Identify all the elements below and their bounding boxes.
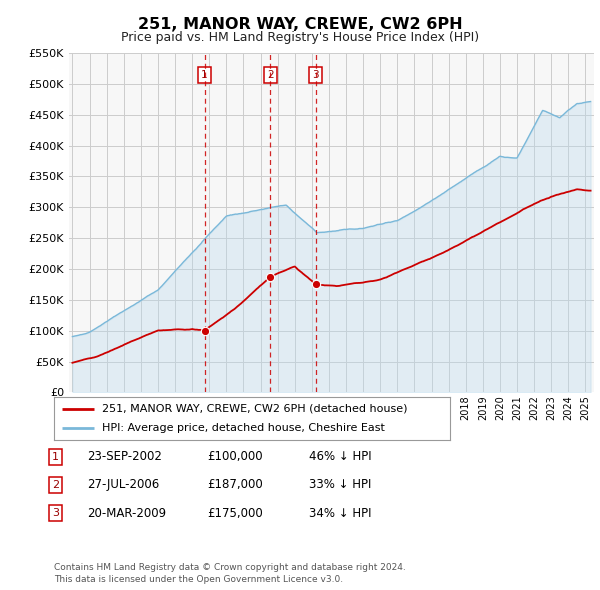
Text: 251, MANOR WAY, CREWE, CW2 6PH: 251, MANOR WAY, CREWE, CW2 6PH <box>137 17 463 32</box>
Text: 3: 3 <box>312 70 319 80</box>
Text: Contains HM Land Registry data © Crown copyright and database right 2024.: Contains HM Land Registry data © Crown c… <box>54 563 406 572</box>
Text: 3: 3 <box>52 509 59 518</box>
Text: HPI: Average price, detached house, Cheshire East: HPI: Average price, detached house, Ches… <box>101 423 385 433</box>
Text: 34% ↓ HPI: 34% ↓ HPI <box>309 507 371 520</box>
Text: £100,000: £100,000 <box>207 450 263 463</box>
Text: 23-SEP-2002: 23-SEP-2002 <box>87 450 162 463</box>
Text: 20-MAR-2009: 20-MAR-2009 <box>87 507 166 520</box>
Text: 27-JUL-2006: 27-JUL-2006 <box>87 478 159 491</box>
Text: 2: 2 <box>52 480 59 490</box>
Text: 33% ↓ HPI: 33% ↓ HPI <box>309 478 371 491</box>
Text: £187,000: £187,000 <box>207 478 263 491</box>
Text: 1: 1 <box>52 452 59 461</box>
Text: 251, MANOR WAY, CREWE, CW2 6PH (detached house): 251, MANOR WAY, CREWE, CW2 6PH (detached… <box>101 404 407 414</box>
Text: 46% ↓ HPI: 46% ↓ HPI <box>309 450 371 463</box>
Text: 1: 1 <box>201 70 208 80</box>
Text: £175,000: £175,000 <box>207 507 263 520</box>
Text: Price paid vs. HM Land Registry's House Price Index (HPI): Price paid vs. HM Land Registry's House … <box>121 31 479 44</box>
Text: This data is licensed under the Open Government Licence v3.0.: This data is licensed under the Open Gov… <box>54 575 343 584</box>
Text: 2: 2 <box>267 70 274 80</box>
